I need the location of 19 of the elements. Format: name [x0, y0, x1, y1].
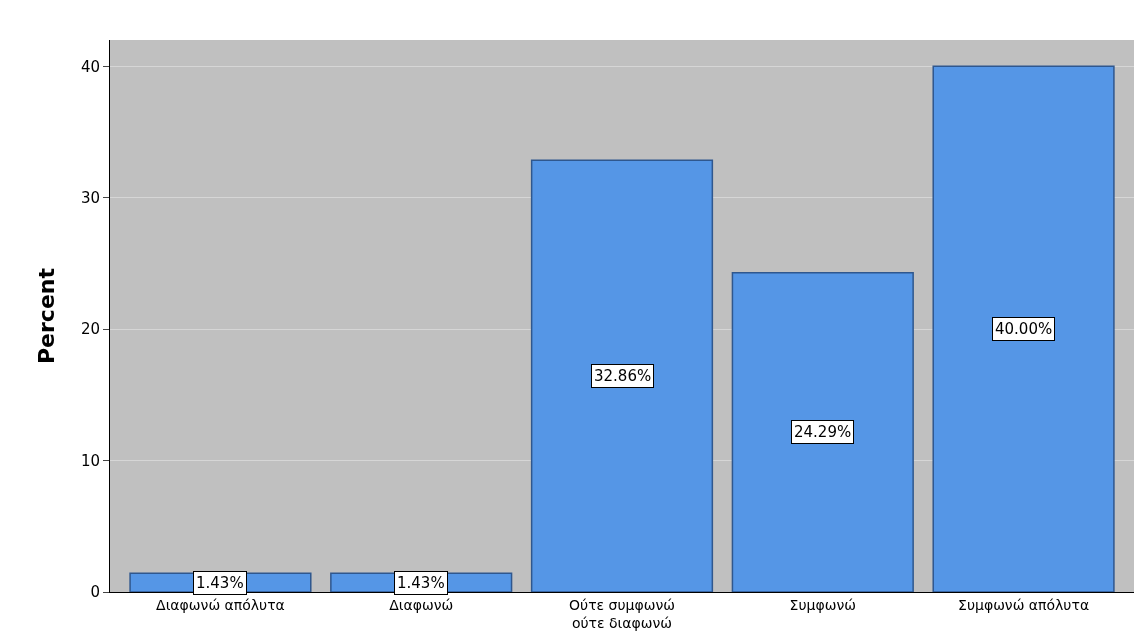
- y-tick-label: 30: [80, 188, 100, 207]
- bar: [530, 159, 714, 592]
- bar: [932, 65, 1115, 592]
- x-tick-label: Συμφωνώ: [789, 596, 856, 613]
- data-label: 1.43%: [196, 574, 244, 592]
- y-tick-label: 0: [90, 583, 100, 602]
- x-tick-label: Ούτε συμφωνώ ούτε διαφωνώ: [569, 596, 675, 631]
- data-label: 40.00%: [995, 320, 1053, 338]
- x-tick-label: Συμφωνώ απόλυτα: [958, 596, 1090, 613]
- data-label: 32.86%: [594, 367, 652, 385]
- y-axis-title: Percent: [33, 267, 59, 365]
- y-tick-label: 20: [80, 320, 100, 339]
- y-tick-label: 40: [80, 57, 100, 76]
- data-label: 24.29%: [794, 423, 852, 441]
- y-tick-label: 10: [80, 451, 100, 470]
- x-tick-label: Διαφωνώ απόλυτα: [156, 596, 285, 613]
- bar: [731, 272, 914, 592]
- x-tick-label: Διαφωνώ: [389, 596, 454, 613]
- data-label: 1.43%: [397, 574, 445, 592]
